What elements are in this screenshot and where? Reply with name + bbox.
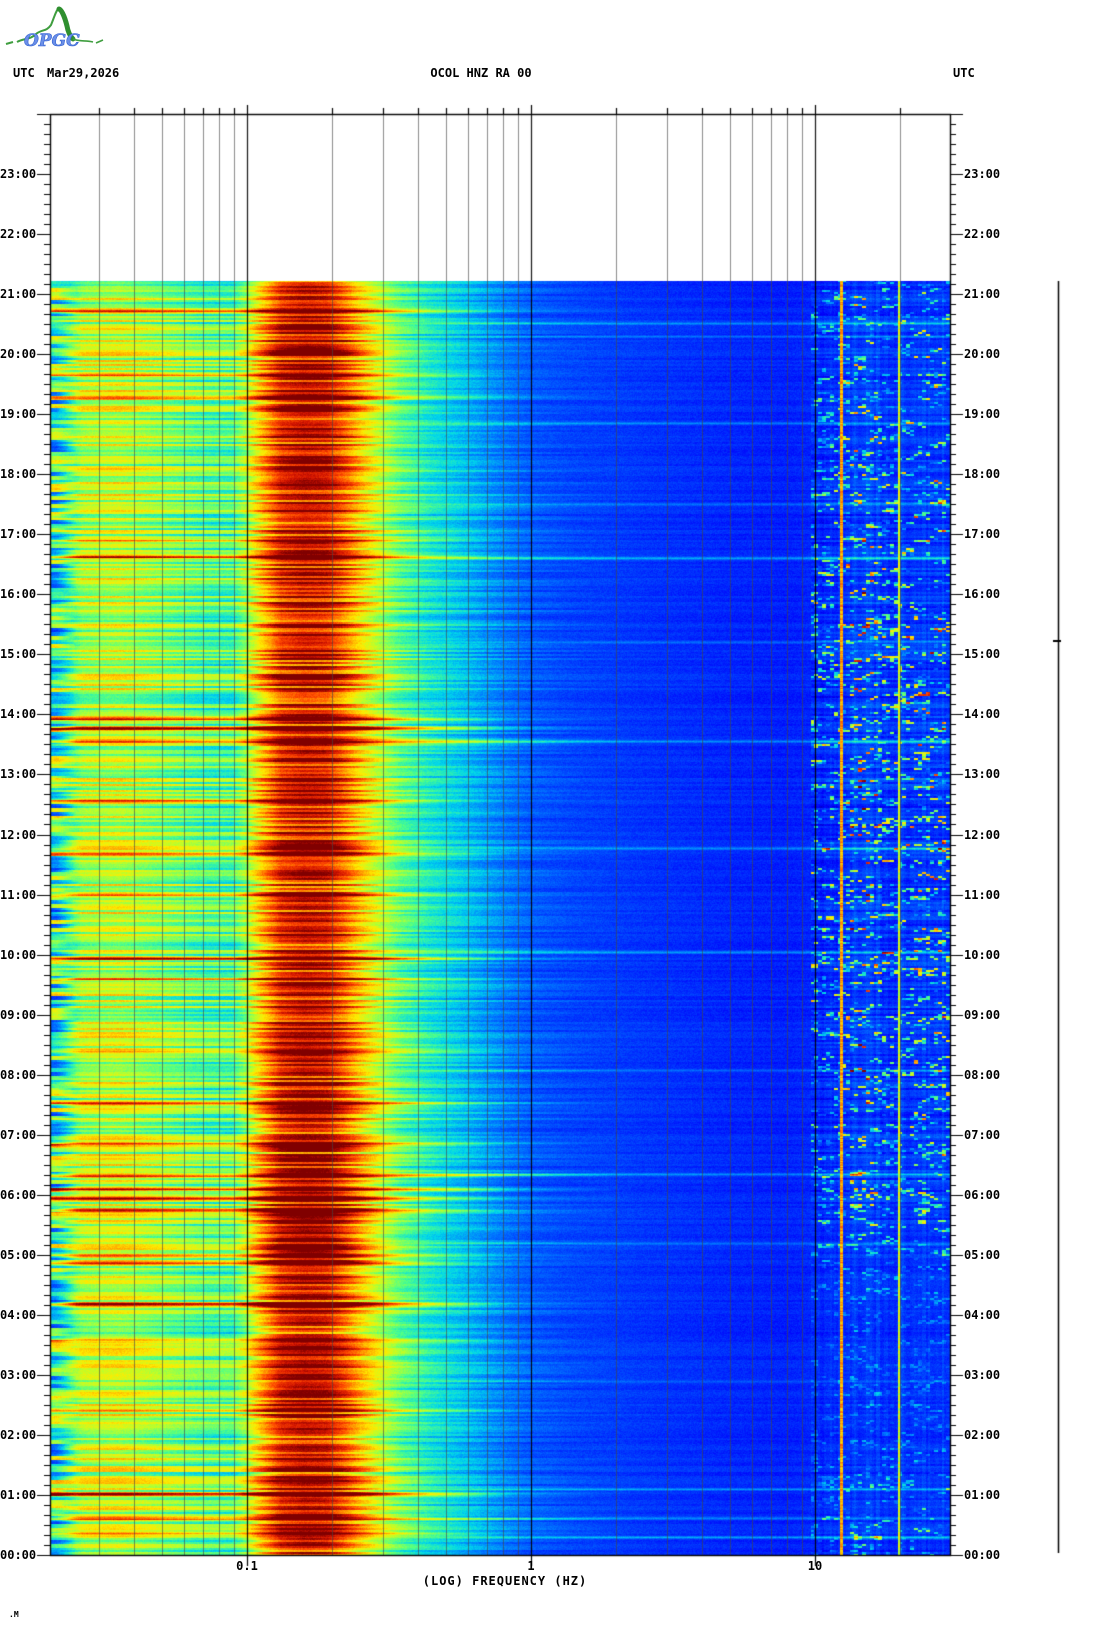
time-label-left: 18:00 bbox=[0, 467, 37, 481]
time-label-right: 22:00 bbox=[964, 227, 1001, 241]
timezone-label-left: UTC bbox=[13, 66, 35, 80]
time-label-left: 14:00 bbox=[0, 707, 37, 721]
time-label-left: 19:00 bbox=[0, 407, 37, 421]
time-label-left: 13:00 bbox=[0, 767, 37, 781]
time-label-left: 16:00 bbox=[0, 587, 37, 601]
time-label-right: 15:00 bbox=[964, 647, 1001, 661]
time-label-left: 17:00 bbox=[0, 527, 37, 541]
freq-tick-label: 0.1 bbox=[236, 1559, 258, 1573]
time-label-right: 17:00 bbox=[964, 527, 1001, 541]
time-label-left: 10:00 bbox=[0, 948, 37, 962]
time-label-right: 21:00 bbox=[964, 287, 1001, 301]
time-label-left: 06:00 bbox=[0, 1188, 37, 1202]
time-label-right: 11:00 bbox=[964, 888, 1001, 902]
time-label-left: 07:00 bbox=[0, 1128, 37, 1142]
time-label-left: 09:00 bbox=[0, 1008, 37, 1022]
time-label-left: 22:00 bbox=[0, 227, 37, 241]
time-label-right: 20:00 bbox=[964, 347, 1001, 361]
time-label-left: 01:00 bbox=[0, 1488, 37, 1502]
time-label-right: 16:00 bbox=[964, 587, 1001, 601]
time-label-left: 21:00 bbox=[0, 287, 37, 301]
time-label-left: 20:00 bbox=[0, 347, 37, 361]
time-label-left: 11:00 bbox=[0, 888, 37, 902]
time-label-left: 23:00 bbox=[0, 167, 37, 181]
timezone-label-right: UTC bbox=[953, 66, 975, 80]
time-label-right: 10:00 bbox=[964, 948, 1001, 962]
time-label-right: 07:00 bbox=[964, 1128, 1001, 1142]
time-label-right: 02:00 bbox=[964, 1428, 1001, 1442]
time-label-left: 02:00 bbox=[0, 1428, 37, 1442]
time-label-right: 14:00 bbox=[964, 707, 1001, 721]
time-label-right: 12:00 bbox=[964, 828, 1001, 842]
station-title: OCOL HNZ RA 00 bbox=[430, 66, 532, 80]
time-label-right: 13:00 bbox=[964, 767, 1001, 781]
time-label-left: 04:00 bbox=[0, 1308, 37, 1322]
time-label-right: 03:00 bbox=[964, 1368, 1001, 1382]
corner-mark: .M bbox=[9, 1610, 19, 1619]
time-label-left: 15:00 bbox=[0, 647, 37, 661]
time-label-left: 12:00 bbox=[0, 828, 37, 842]
time-label-right: 05:00 bbox=[964, 1248, 1001, 1262]
freq-tick-label: 1 bbox=[527, 1559, 535, 1573]
time-label-right: 04:00 bbox=[964, 1308, 1001, 1322]
time-label-right: 09:00 bbox=[964, 1008, 1001, 1022]
time-label-left: 00:00 bbox=[0, 1548, 37, 1562]
time-label-right: 08:00 bbox=[964, 1068, 1001, 1082]
time-label-left: 03:00 bbox=[0, 1368, 37, 1382]
time-label-right: 19:00 bbox=[964, 407, 1001, 421]
time-label-right: 00:00 bbox=[964, 1548, 1001, 1562]
time-label-left: 08:00 bbox=[0, 1068, 37, 1082]
time-label-right: 06:00 bbox=[964, 1188, 1001, 1202]
time-label-right: 01:00 bbox=[964, 1488, 1001, 1502]
date-label: Mar29,2026 bbox=[47, 66, 120, 80]
time-label-right: 23:00 bbox=[964, 167, 1001, 181]
time-label-left: 05:00 bbox=[0, 1248, 37, 1262]
x-axis-title: (LOG) FREQUENCY (HZ) bbox=[422, 1574, 588, 1588]
freq-tick-label: 10 bbox=[807, 1559, 823, 1573]
time-label-right: 18:00 bbox=[964, 467, 1001, 481]
